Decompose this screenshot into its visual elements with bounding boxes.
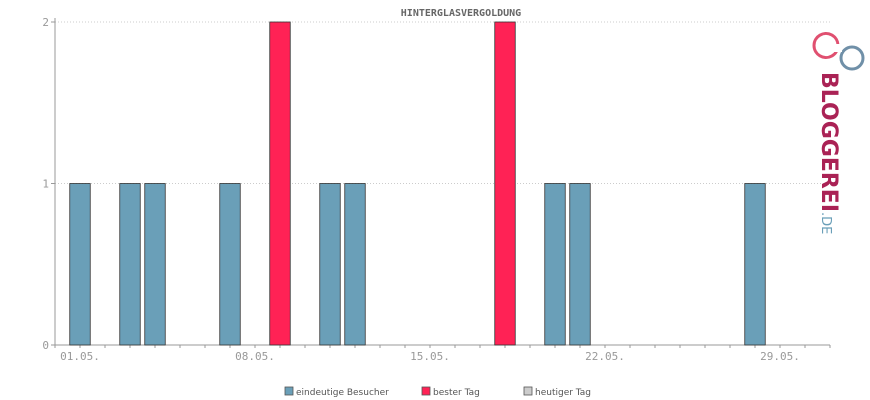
bar-bester-tag-day-9 xyxy=(269,21,291,346)
bars xyxy=(69,21,766,346)
bar-eindeutige-besucher-day-4 xyxy=(144,183,166,346)
y-tick-label-2: 2 xyxy=(42,16,49,29)
legend-swatch-0 xyxy=(284,386,294,396)
bar-eindeutige-besucher-day-3 xyxy=(119,183,141,346)
logo-text-main: BLOGGEREI xyxy=(816,72,841,212)
legend: eindeutige Besucher bester Tag heutiger Ta… xyxy=(284,386,591,398)
bar-eindeutige-besucher-day-12 xyxy=(344,183,366,346)
x-tick-label-15.05.: 15.05. xyxy=(410,350,450,363)
y-tick-labels: 0 1 2 xyxy=(42,16,49,352)
bloggerei-logo: BLOGGEREI.DE xyxy=(812,32,865,234)
bar-bester-tag-day-18 xyxy=(494,21,516,346)
y-tick-label-0: 0 xyxy=(42,339,49,352)
svg-text:BLOGGEREI.DE: BLOGGEREI.DE xyxy=(816,72,841,234)
x-tick-label-22.05.: 22.05. xyxy=(585,350,625,363)
bar-eindeutige-besucher-day-21 xyxy=(569,183,591,346)
x-tick-labels: 01.05. 08.05. 15.05. 22.05. 29.05. xyxy=(60,350,800,363)
x-tick-label-08.05.: 08.05. xyxy=(235,350,275,363)
legend-label-0: eindeutige Besucher xyxy=(296,388,389,398)
bar-eindeutige-besucher-day-28 xyxy=(744,183,766,346)
legend-swatch-2 xyxy=(523,386,533,396)
bar-eindeutige-besucher-day-11 xyxy=(319,183,341,346)
chart-title: HINTERGLASVERGOLDUNG xyxy=(401,8,521,19)
logo-text-suffix: .DE xyxy=(818,212,833,234)
bar-eindeutige-besucher-day-1 xyxy=(69,183,91,346)
grid-lines xyxy=(51,21,830,346)
y-tick-label-1: 1 xyxy=(42,178,49,191)
legend-swatch-1 xyxy=(421,386,431,396)
logo-mark-icon xyxy=(812,32,865,71)
bar-eindeutige-besucher-day-20 xyxy=(544,183,566,346)
legend-label-1: bester Tag xyxy=(433,388,480,398)
x-tick-label-29.05.: 29.05. xyxy=(760,350,800,363)
axes xyxy=(54,18,831,348)
legend-label-2: heutiger Tag xyxy=(535,388,591,398)
bar-eindeutige-besucher-day-7 xyxy=(219,183,241,346)
x-tick-label-01.05.: 01.05. xyxy=(60,350,100,363)
